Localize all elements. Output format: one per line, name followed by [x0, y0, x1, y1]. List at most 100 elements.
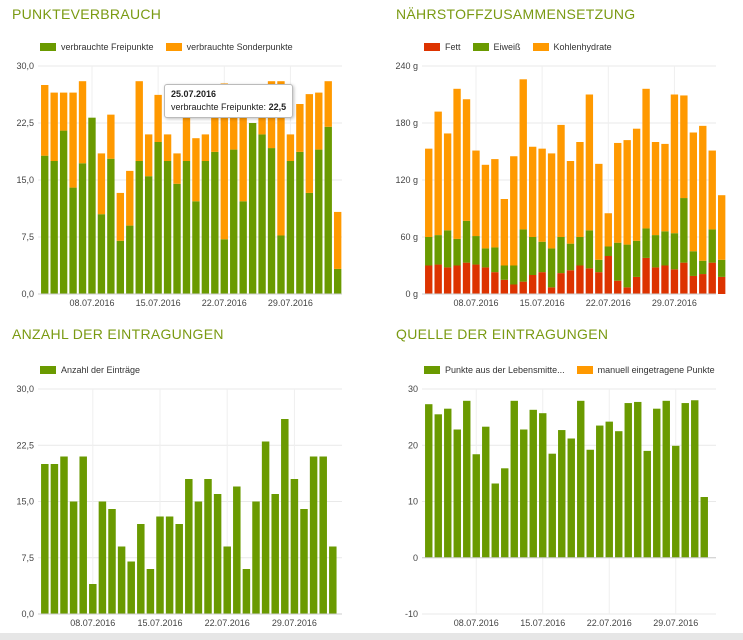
- bar: [689, 132, 698, 252]
- bar: [500, 265, 509, 280]
- bar: [154, 94, 162, 142]
- bar: [443, 133, 452, 231]
- bar: [204, 479, 212, 614]
- bar: [472, 150, 480, 237]
- bar: [117, 546, 126, 614]
- bar: [614, 242, 622, 281]
- bar: [624, 403, 632, 558]
- bar: [107, 114, 115, 159]
- bar: [538, 272, 546, 294]
- bar: [242, 569, 251, 614]
- bar: [699, 125, 707, 261]
- bar: [182, 113, 191, 161]
- legend-item-kohlenhydrate[interactable]: Kohlenhydrate: [532, 42, 612, 52]
- bar: [548, 453, 556, 558]
- x-tick-label: 29.07.2016: [653, 618, 698, 628]
- bar: [634, 401, 642, 558]
- legend-item-sonderpunkte[interactable]: verbrauchte Sonderpunkte: [165, 42, 293, 52]
- legend-quelle: Punkte aus der Lebensmitte... manuell ei…: [424, 365, 727, 375]
- y-tick-label: 15,0: [16, 497, 34, 507]
- bar: [605, 421, 613, 558]
- tooltip-label: verbrauchte Freipunkte:: [171, 102, 267, 112]
- bar: [528, 237, 537, 275]
- bar: [491, 159, 499, 248]
- bar: [557, 273, 565, 294]
- y-tick-label: 30,0: [16, 61, 34, 71]
- bar: [500, 279, 509, 294]
- chart-title-punkteverbrauch: PUNKTEVERBRAUCH: [12, 6, 162, 22]
- legend-item-anzahl[interactable]: Anzahl der Einträge: [40, 365, 140, 375]
- bar: [604, 213, 612, 247]
- y-tick-label: 120 g: [395, 175, 418, 185]
- bar: [576, 237, 584, 266]
- bar: [333, 268, 342, 294]
- y-tick-label: 30: [408, 384, 418, 394]
- bar: [97, 214, 106, 294]
- y-tick-label: 0: [413, 553, 418, 563]
- bar: [642, 257, 650, 294]
- bar: [481, 248, 490, 268]
- bar: [491, 247, 499, 273]
- legend-item-freipunkte[interactable]: verbrauchte Freipunkte: [40, 42, 154, 52]
- bar: [425, 404, 433, 558]
- bar: [50, 464, 59, 614]
- legend-item-lebensmittel[interactable]: Punkte aus der Lebensmitte...: [424, 365, 565, 375]
- legend-swatch-orange: [576, 366, 593, 374]
- bar: [680, 95, 688, 199]
- x-tick-label: 15.07.2016: [136, 298, 181, 308]
- bar: [165, 516, 174, 614]
- bar: [595, 163, 603, 260]
- bar: [329, 546, 337, 614]
- bar: [481, 267, 490, 294]
- x-tick-label: 15.07.2016: [137, 618, 182, 628]
- bar: [472, 236, 480, 265]
- bar: [252, 501, 260, 614]
- bar: [261, 441, 270, 614]
- bar: [220, 239, 228, 294]
- bar: [78, 81, 87, 164]
- y-tick-label: 20: [408, 440, 418, 450]
- legend-swatch-red: [424, 43, 440, 51]
- bar: [717, 259, 726, 277]
- y-tick-label: 0,0: [21, 609, 34, 619]
- bar: [520, 429, 528, 558]
- bar: [434, 235, 442, 265]
- bar: [623, 140, 631, 245]
- legend-eintragungen: Anzahl der Einträge: [40, 365, 152, 375]
- legend-item-manuell[interactable]: manuell eingetragene Punkte: [576, 365, 715, 375]
- legend-swatch-green: [40, 43, 56, 51]
- bar: [230, 104, 238, 150]
- bar: [211, 151, 219, 294]
- bar: [510, 265, 518, 285]
- bar: [59, 92, 68, 131]
- bar: [661, 265, 669, 294]
- bar: [585, 268, 594, 294]
- bar: [700, 497, 708, 558]
- bar: [194, 501, 203, 614]
- bar: [623, 287, 631, 294]
- bar: [248, 123, 257, 294]
- bar: [135, 81, 143, 161]
- bar: [163, 161, 172, 294]
- bar: [97, 153, 106, 215]
- bar: [632, 240, 641, 277]
- bar: [281, 419, 289, 614]
- bar: [519, 79, 527, 230]
- bar: [146, 569, 155, 614]
- bar: [566, 243, 575, 271]
- y-tick-label: 22,5: [16, 440, 34, 450]
- bar: [211, 91, 219, 152]
- y-tick-label: 7,5: [21, 232, 34, 242]
- bar: [510, 400, 518, 558]
- legend-item-eiweiss[interactable]: Eiweiß: [472, 42, 521, 52]
- legend-item-fett[interactable]: Fett: [424, 42, 461, 52]
- bar: [614, 142, 622, 243]
- bar: [277, 81, 285, 236]
- bar: [661, 143, 669, 232]
- bar: [324, 81, 332, 127]
- bar: [271, 494, 279, 614]
- bar: [596, 425, 604, 558]
- legend-swatch-green: [424, 366, 440, 374]
- bar: [89, 584, 97, 614]
- bar: [300, 509, 308, 614]
